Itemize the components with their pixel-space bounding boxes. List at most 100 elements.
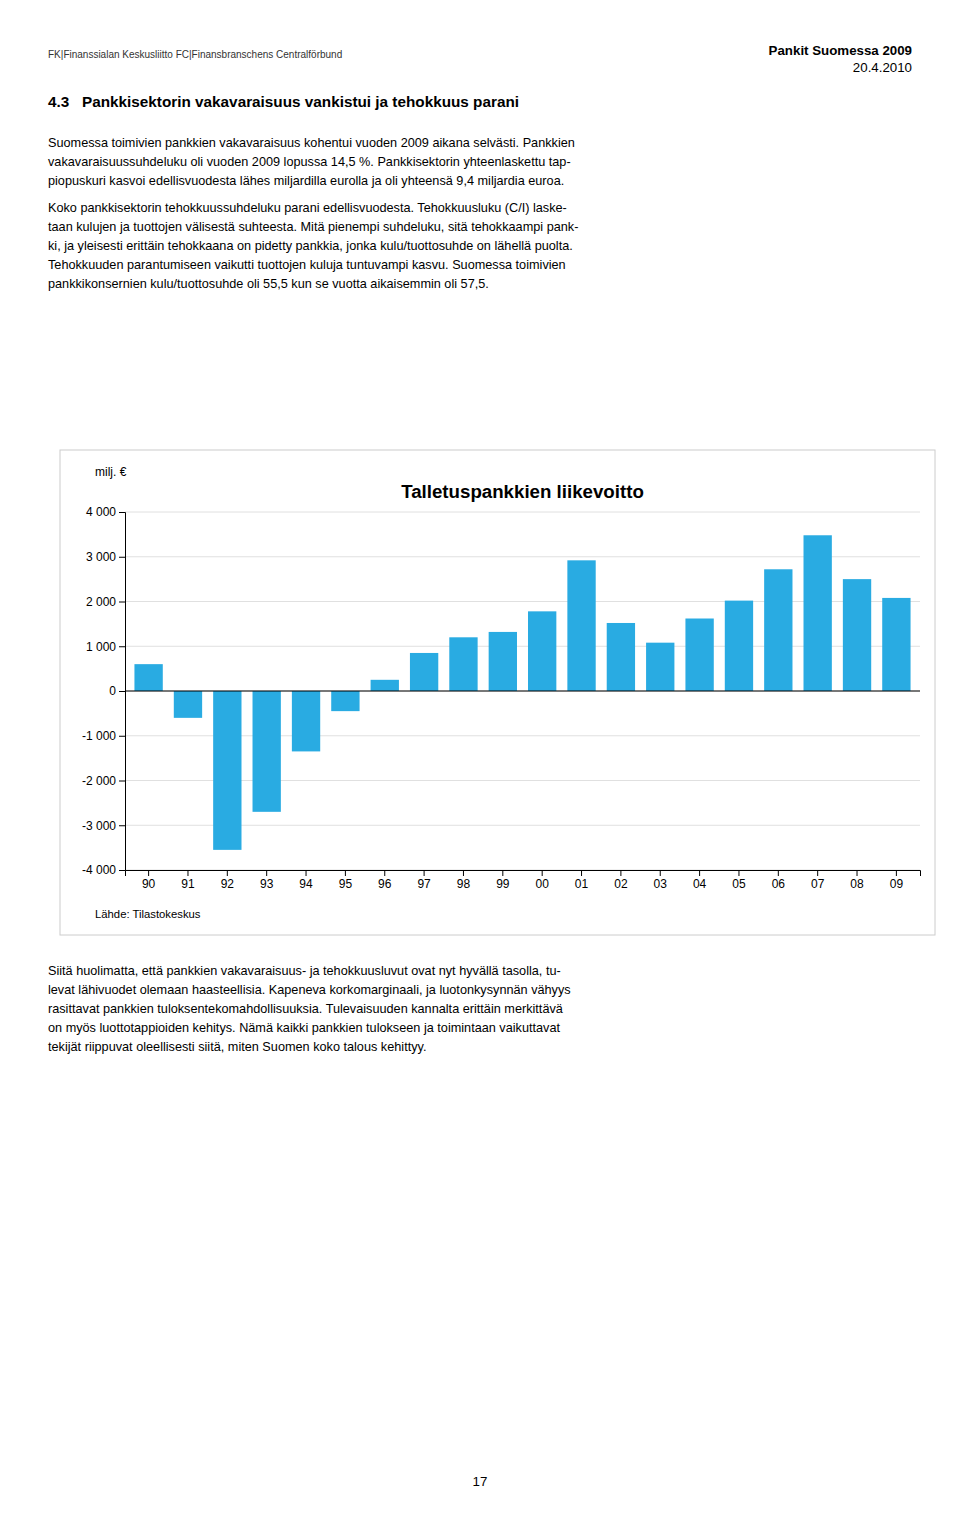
x-tick: 91 bbox=[181, 870, 195, 891]
x-tick-mark bbox=[306, 870, 307, 876]
chart-title: Talletuspankkien liikevoitto bbox=[401, 481, 644, 502]
x-tick-label: 09 bbox=[890, 877, 904, 891]
grid bbox=[125, 512, 920, 870]
bar bbox=[804, 535, 832, 691]
bar bbox=[371, 680, 399, 691]
x-tick-label: 90 bbox=[142, 877, 156, 891]
grid-line bbox=[125, 601, 920, 602]
x-axis-line bbox=[126, 871, 921, 877]
x-tick-mark bbox=[502, 870, 503, 876]
page-background bbox=[0, 0, 960, 1529]
grid-line bbox=[125, 780, 920, 781]
x-tick: 95 bbox=[339, 870, 353, 891]
x-tick-label: 03 bbox=[654, 877, 668, 891]
x-tick-mark bbox=[463, 870, 464, 876]
bar bbox=[843, 579, 871, 691]
x-tick: 07 bbox=[811, 870, 825, 891]
text-line: Koko pankkisektorin tehokkuussuhdeluku p… bbox=[48, 201, 567, 215]
x-tick-mark bbox=[778, 870, 779, 876]
bar bbox=[725, 601, 753, 691]
bar bbox=[174, 691, 202, 718]
y-tick-mark bbox=[119, 646, 125, 647]
bar bbox=[213, 691, 241, 850]
x-tick: 97 bbox=[417, 870, 431, 891]
y-tick: -2 000 bbox=[82, 774, 125, 788]
bar bbox=[292, 691, 320, 751]
y-axis-label: milj. € bbox=[95, 465, 127, 479]
x-tick-label: 93 bbox=[260, 877, 274, 891]
y-tick-label: 2 000 bbox=[86, 595, 116, 609]
grid-line bbox=[125, 556, 920, 557]
x-tick: 05 bbox=[732, 870, 746, 891]
zero-line bbox=[125, 690, 920, 691]
grid-line bbox=[125, 691, 920, 692]
x-tick: 04 bbox=[693, 870, 707, 891]
x-tick-label: 01 bbox=[575, 877, 589, 891]
x-tick-mark bbox=[227, 870, 228, 876]
x-tick-mark bbox=[817, 870, 818, 876]
bar bbox=[528, 611, 556, 691]
y-tick-mark bbox=[119, 736, 125, 737]
grid-line bbox=[125, 825, 920, 826]
x-tick: 90 bbox=[142, 870, 156, 891]
y-tick-mark bbox=[119, 825, 125, 826]
y-tick-label: 0 bbox=[109, 684, 116, 698]
x-tick-mark bbox=[542, 870, 543, 876]
bar bbox=[685, 619, 713, 691]
y-tick-mark bbox=[119, 557, 125, 558]
y-axis-line bbox=[119, 513, 126, 871]
bar bbox=[607, 623, 635, 691]
y-tick: 1 000 bbox=[86, 640, 125, 654]
y-tick-mark bbox=[119, 691, 125, 692]
text-line: levat lähivuodet olemaan haasteellisia. … bbox=[48, 983, 571, 997]
text-line: pankkikonsernien kulu/tuottosuhde oli 55… bbox=[48, 277, 489, 291]
x-tick: 02 bbox=[614, 870, 628, 891]
bar bbox=[410, 653, 438, 691]
chart-box bbox=[60, 450, 935, 935]
header-date: 20.4.2010 bbox=[853, 60, 912, 75]
text-line: ki, ja yleisesti erittäin tehokkaana on … bbox=[48, 239, 573, 253]
x-tick-mark bbox=[148, 870, 149, 876]
y-tick: -1 000 bbox=[82, 729, 125, 743]
source-label: Lähde: Tilastokeskus bbox=[95, 908, 201, 920]
x-tick: 99 bbox=[496, 870, 510, 891]
text-line: piopuskuri kasvoi edellisvuodesta lähes … bbox=[48, 174, 564, 188]
x-tick: 06 bbox=[772, 870, 786, 891]
y-tick-label: -4 000 bbox=[82, 863, 116, 877]
y-axis: -4 000-3 000-2 000-1 00001 0002 0003 000… bbox=[82, 505, 126, 877]
x-axis: 9091929394959697989900010203040506070809 bbox=[126, 870, 921, 891]
paragraph: Koko pankkisektorin tehokkuussuhdeluku p… bbox=[48, 201, 578, 291]
bar bbox=[449, 637, 477, 691]
x-tick-label: 07 bbox=[811, 877, 825, 891]
x-tick: 94 bbox=[299, 870, 313, 891]
text-line: Suomessa toimivien pankkien vakavaraisuu… bbox=[48, 136, 575, 150]
y-tick-label: -3 000 bbox=[82, 819, 116, 833]
y-tick: -3 000 bbox=[82, 819, 125, 833]
y-tick: 2 000 bbox=[86, 595, 125, 609]
x-tick-mark bbox=[857, 870, 858, 876]
text-line: Siitä huolimatta, että pankkien vakavara… bbox=[48, 964, 561, 978]
x-tick-mark bbox=[738, 870, 739, 876]
x-tick-label: 02 bbox=[614, 877, 628, 891]
bar bbox=[882, 598, 910, 691]
grid-line bbox=[125, 646, 920, 647]
x-tick-label: 99 bbox=[496, 877, 510, 891]
x-tick-label: 94 bbox=[299, 877, 313, 891]
x-tick: 92 bbox=[221, 870, 235, 891]
x-tick-label: 05 bbox=[732, 877, 746, 891]
x-tick: 09 bbox=[890, 870, 904, 891]
text-line: vakavaraisuussuhdeluku oli vuoden 2009 l… bbox=[48, 155, 571, 169]
header-title: Pankit Suomessa 2009 bbox=[769, 43, 912, 58]
bar bbox=[331, 691, 359, 711]
x-tick-label: 98 bbox=[457, 877, 471, 891]
x-tick-mark bbox=[266, 870, 267, 876]
x-tick: 03 bbox=[654, 870, 668, 891]
bar bbox=[567, 560, 595, 691]
y-tick: -4 000 bbox=[82, 863, 125, 877]
page-number: 17 bbox=[473, 1474, 488, 1489]
header-logo: FK|Finanssialan Keskusliitto FC|Finansbr… bbox=[48, 49, 342, 60]
bar bbox=[134, 664, 162, 691]
x-tick-mark bbox=[581, 870, 582, 876]
text-line: tekijät riippuvat oleellisesti siitä, mi… bbox=[48, 1040, 426, 1054]
bar bbox=[253, 691, 281, 812]
